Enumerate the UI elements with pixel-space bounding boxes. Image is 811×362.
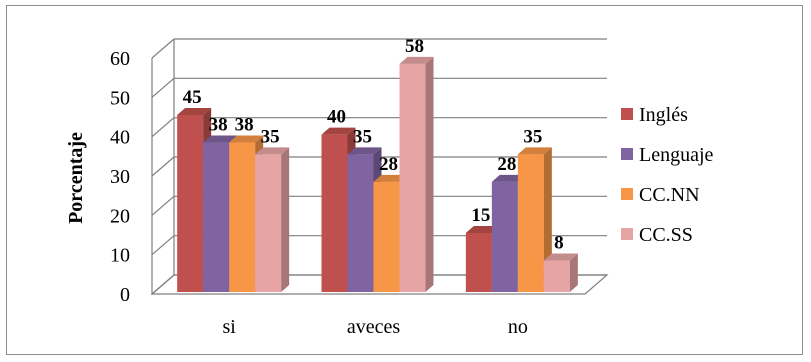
- bar-front: [373, 181, 400, 292]
- y-tick-label: 30: [110, 166, 130, 188]
- bar-side: [425, 56, 434, 292]
- bar-top: [347, 147, 382, 155]
- bar-top: [229, 135, 264, 143]
- bar-top: [255, 147, 290, 155]
- data-label: 15: [471, 205, 490, 226]
- bar-side: [281, 147, 290, 292]
- x-tick-label: aveces: [347, 316, 401, 338]
- legend-label: Inglés: [639, 104, 688, 126]
- data-label: 28: [379, 154, 398, 175]
- y-tick-label: 50: [110, 87, 130, 109]
- bar-top: [203, 135, 238, 143]
- bar-side: [569, 253, 578, 292]
- gridline-side: [151, 77, 175, 98]
- bar-top: [373, 174, 408, 182]
- legend-label: CC.SS: [639, 224, 693, 246]
- bars: [177, 56, 578, 293]
- legend-label: Lenguaje: [639, 144, 714, 166]
- bar-front: [517, 154, 544, 292]
- bar-front: [491, 181, 518, 292]
- gridline-side: [151, 195, 175, 216]
- bar-front: [465, 233, 492, 292]
- x-tick-label: no: [508, 316, 528, 338]
- legend-swatch: [621, 188, 633, 200]
- data-labels: 45 38 38 35 40 35 28 58 15 28 35 8: [183, 36, 564, 254]
- legend-swatch: [621, 148, 633, 160]
- data-label: 38: [235, 115, 254, 136]
- bar-front: [399, 63, 426, 292]
- axes: 0 10 20 30 40 50 60 si aveces no: [110, 39, 609, 338]
- legend-swatch: [621, 228, 633, 240]
- data-label: 35: [261, 126, 280, 147]
- gridline-side: [151, 117, 175, 138]
- y-axis-label: Porcentaje: [65, 132, 87, 224]
- legend: Inglés Lenguaje CC.NN CC.SS: [621, 104, 714, 246]
- bar-top: [399, 56, 434, 64]
- data-label: 35: [523, 126, 542, 147]
- y-tick-label: 10: [110, 245, 130, 267]
- bar-front: [229, 142, 256, 292]
- data-label: 35: [353, 126, 372, 147]
- legend-swatch: [621, 108, 633, 120]
- bar-front: [255, 154, 282, 292]
- gridline-side: [151, 235, 175, 256]
- data-label: 40: [327, 107, 346, 128]
- bar-top: [517, 147, 552, 155]
- gridline-side: [151, 156, 175, 177]
- data-label: 58: [405, 36, 424, 57]
- bar-front: [177, 115, 204, 292]
- legend-label: CC.NN: [639, 184, 700, 206]
- bar-top: [543, 253, 578, 261]
- bar-front: [347, 154, 374, 292]
- data-label: 38: [209, 115, 228, 136]
- bar-top: [321, 127, 356, 135]
- y-tick-label: 20: [110, 205, 130, 227]
- bar-front: [203, 142, 230, 292]
- y-tick-label: 60: [110, 48, 130, 70]
- bar: [399, 56, 434, 292]
- data-label: 45: [183, 87, 202, 108]
- chart-floor: [150, 274, 609, 295]
- bar: [543, 253, 578, 292]
- data-label: 8: [554, 233, 564, 254]
- bar: [255, 147, 290, 292]
- y-tick-label: 0: [120, 284, 130, 306]
- x-tick-label: si: [222, 316, 236, 338]
- bar-front: [321, 134, 348, 292]
- y-tick-label: 40: [110, 127, 130, 149]
- bar-top: [177, 108, 212, 115]
- bar-front: [543, 260, 570, 292]
- gridline-side: [151, 38, 175, 59]
- data-label: 28: [497, 154, 516, 175]
- bar-top: [465, 226, 500, 233]
- bar-top: [491, 174, 526, 182]
